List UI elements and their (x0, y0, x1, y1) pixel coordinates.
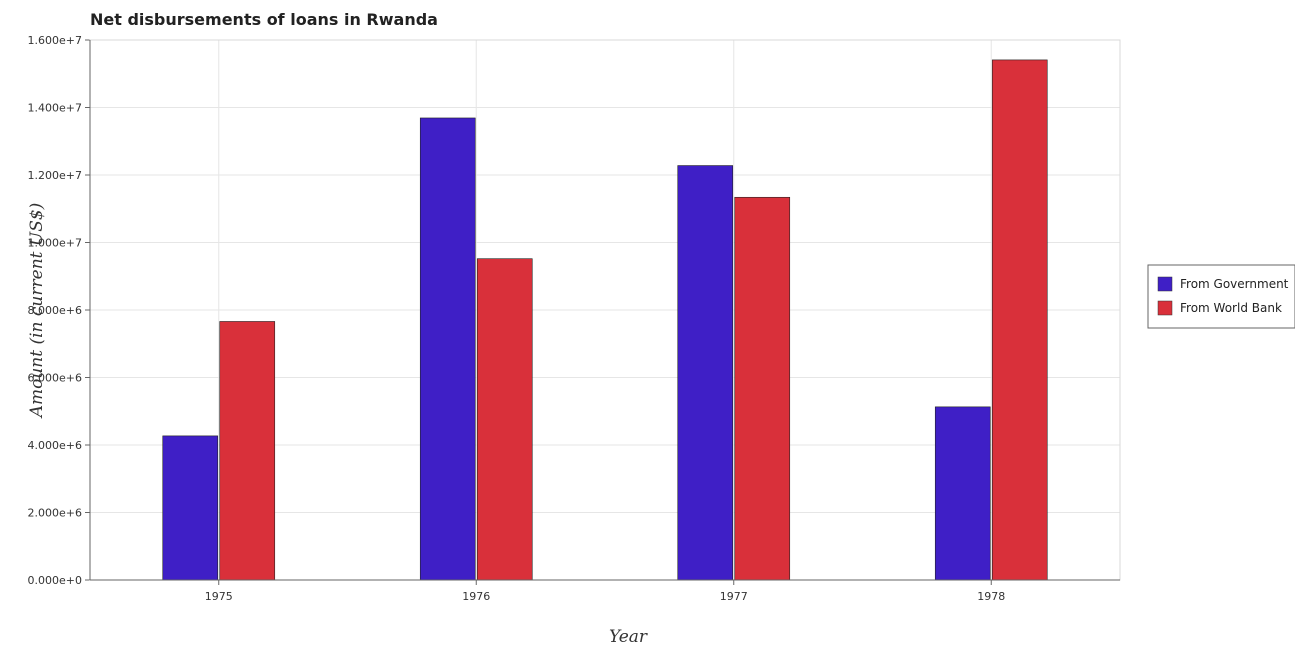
y-axis-label: Amount (in current US$) (27, 203, 47, 420)
legend-box (1147, 264, 1295, 329)
y-tick-label: 8.000e+6 (28, 304, 82, 317)
legend-label-world-bank: From World Bank (1180, 301, 1282, 315)
legend: From Government From World Bank (1147, 264, 1295, 329)
y-tick-label: 1.200e+7 (28, 169, 82, 182)
bar-world-bank-1976 (476, 258, 533, 581)
bar-world-bank-1977 (734, 196, 791, 581)
bar-government-1978 (934, 406, 991, 581)
x-axis-label: Year (609, 627, 648, 647)
y-tick-label: 6.000e+6 (28, 372, 82, 385)
x-tick-label: 1978 (977, 590, 1005, 603)
bar-government-1975 (162, 435, 219, 581)
y-tick-label: 1.000e+7 (28, 237, 82, 250)
bars (162, 59, 1048, 581)
bar-government-1976 (419, 117, 476, 581)
x-axis-ticks: 1975 1976 1977 1978 (205, 580, 1005, 603)
legend-swatch-government (1157, 276, 1173, 292)
y-tick-label: 0.000e+0 (28, 574, 82, 587)
y-axis-ticks: 0.000e+0 2.000e+6 4.000e+6 6.000e+6 8.000e+6… (28, 34, 90, 587)
x-tick-label: 1975 (205, 590, 233, 603)
bar-world-bank-1975 (219, 321, 276, 581)
bar-world-bank-1978 (991, 59, 1048, 581)
y-tick-label: 4.000e+6 (28, 439, 82, 452)
y-tick-label: 1.400e+7 (28, 102, 82, 115)
x-tick-label: 1977 (720, 590, 748, 603)
x-tick-label: 1976 (462, 590, 490, 603)
y-tick-label: 2.000e+6 (28, 507, 82, 520)
legend-label-government: From Government (1180, 277, 1289, 291)
legend-swatch-world-bank (1157, 300, 1173, 316)
bar-government-1977 (677, 165, 734, 581)
chart-title: Net disbursements of loans in Rwanda (90, 10, 438, 29)
y-tick-label: 1.600e+7 (28, 34, 82, 47)
